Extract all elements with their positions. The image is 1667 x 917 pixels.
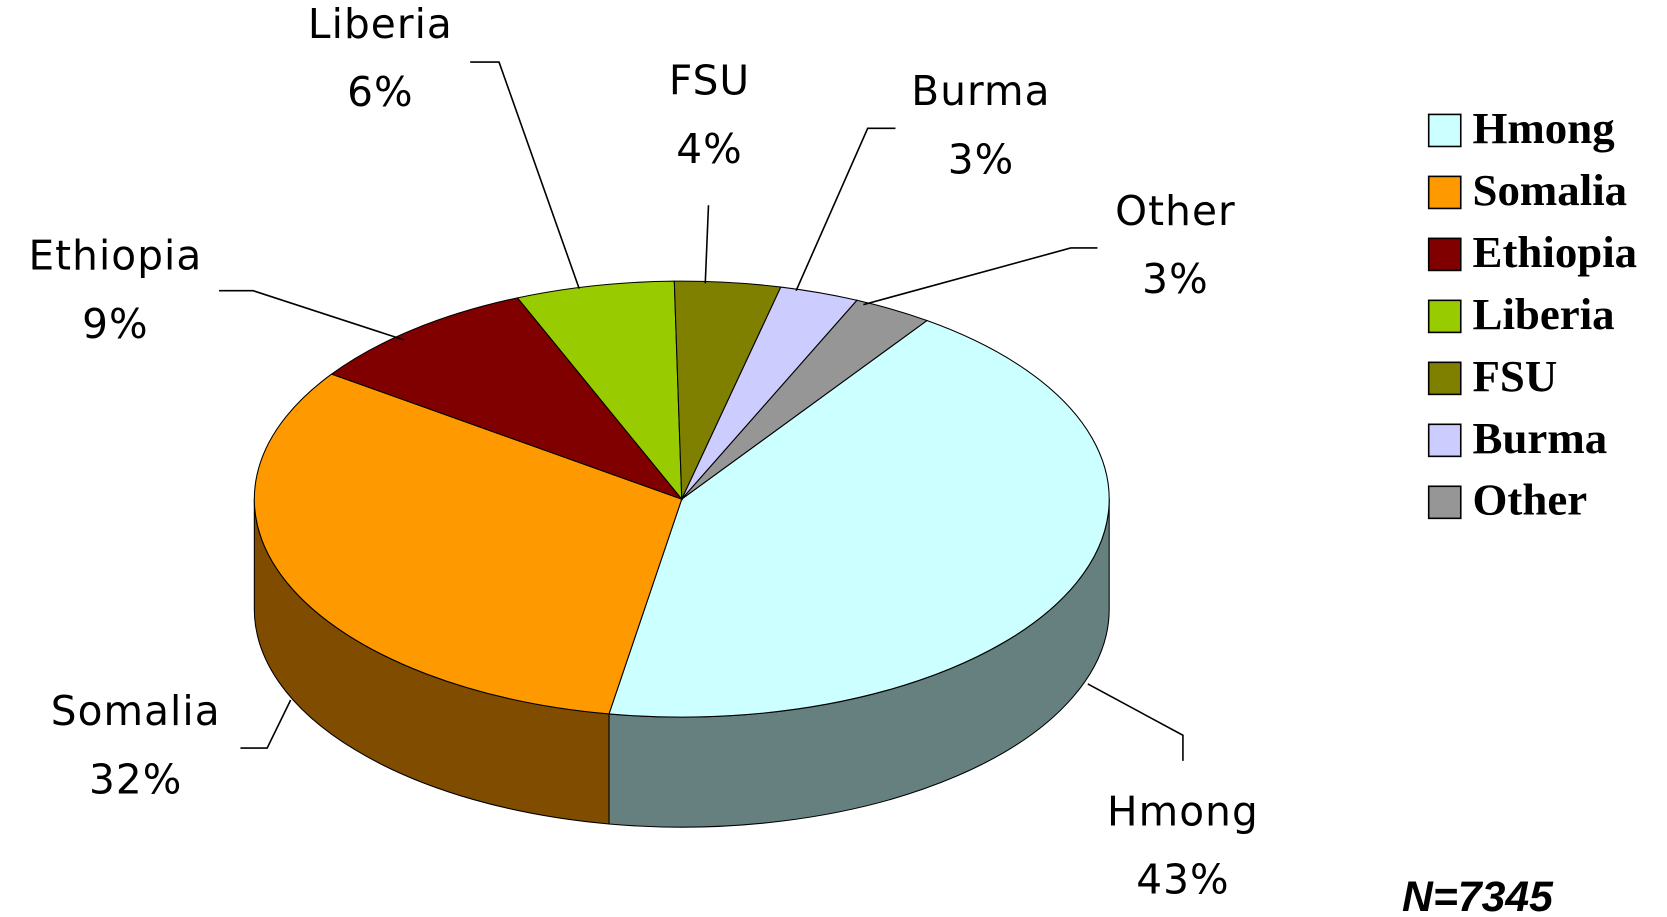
slice [330,297,684,501]
leader-line [863,247,1098,306]
slice [253,373,683,715]
legend-label: Somalia [1473,165,1628,215]
slice-label: Somalia [51,687,221,735]
slice [516,280,683,501]
legend-label: Burma [1473,413,1608,463]
leader-line [704,205,710,284]
annotation: N=7345 [1402,873,1554,917]
leader-line [240,699,292,749]
leader-line [470,61,580,289]
slice [681,299,929,500]
legend-swatch [1427,361,1462,396]
legend-swatch [1427,175,1462,210]
slice-value-label: 32% [89,755,182,803]
leader-line [795,127,896,292]
slice-value-label: 9% [82,300,149,348]
slice-value-label: 3% [948,136,1015,184]
legend-label: FSU [1473,351,1558,401]
slice-value-label: 4% [676,125,743,173]
legend-swatch [1427,237,1462,272]
slice-label: FSU [669,56,750,104]
legend-swatch [1427,113,1462,148]
legend-label: Liberia [1473,289,1615,339]
slice-value-label: 6% [347,68,414,116]
legend-label: Hmong [1473,103,1615,153]
slice-label: Other [1115,187,1236,235]
legend-label: Other [1473,475,1588,525]
slice-value-label: 3% [1142,255,1209,303]
leader-line [1087,683,1184,761]
slice-label: Hmong [1107,787,1259,835]
leader-line [219,289,405,341]
legend-swatch [1427,485,1462,520]
slice-label: Ethiopia [28,232,202,280]
slice [608,319,1110,718]
slice-label: Burma [911,67,1050,115]
legend-label: Ethiopia [1473,227,1638,277]
legend-swatch [1427,299,1462,334]
legend-swatch [1427,423,1462,458]
slice-value-label: 43% [1136,856,1229,904]
slice-label: Liberia [308,0,453,48]
